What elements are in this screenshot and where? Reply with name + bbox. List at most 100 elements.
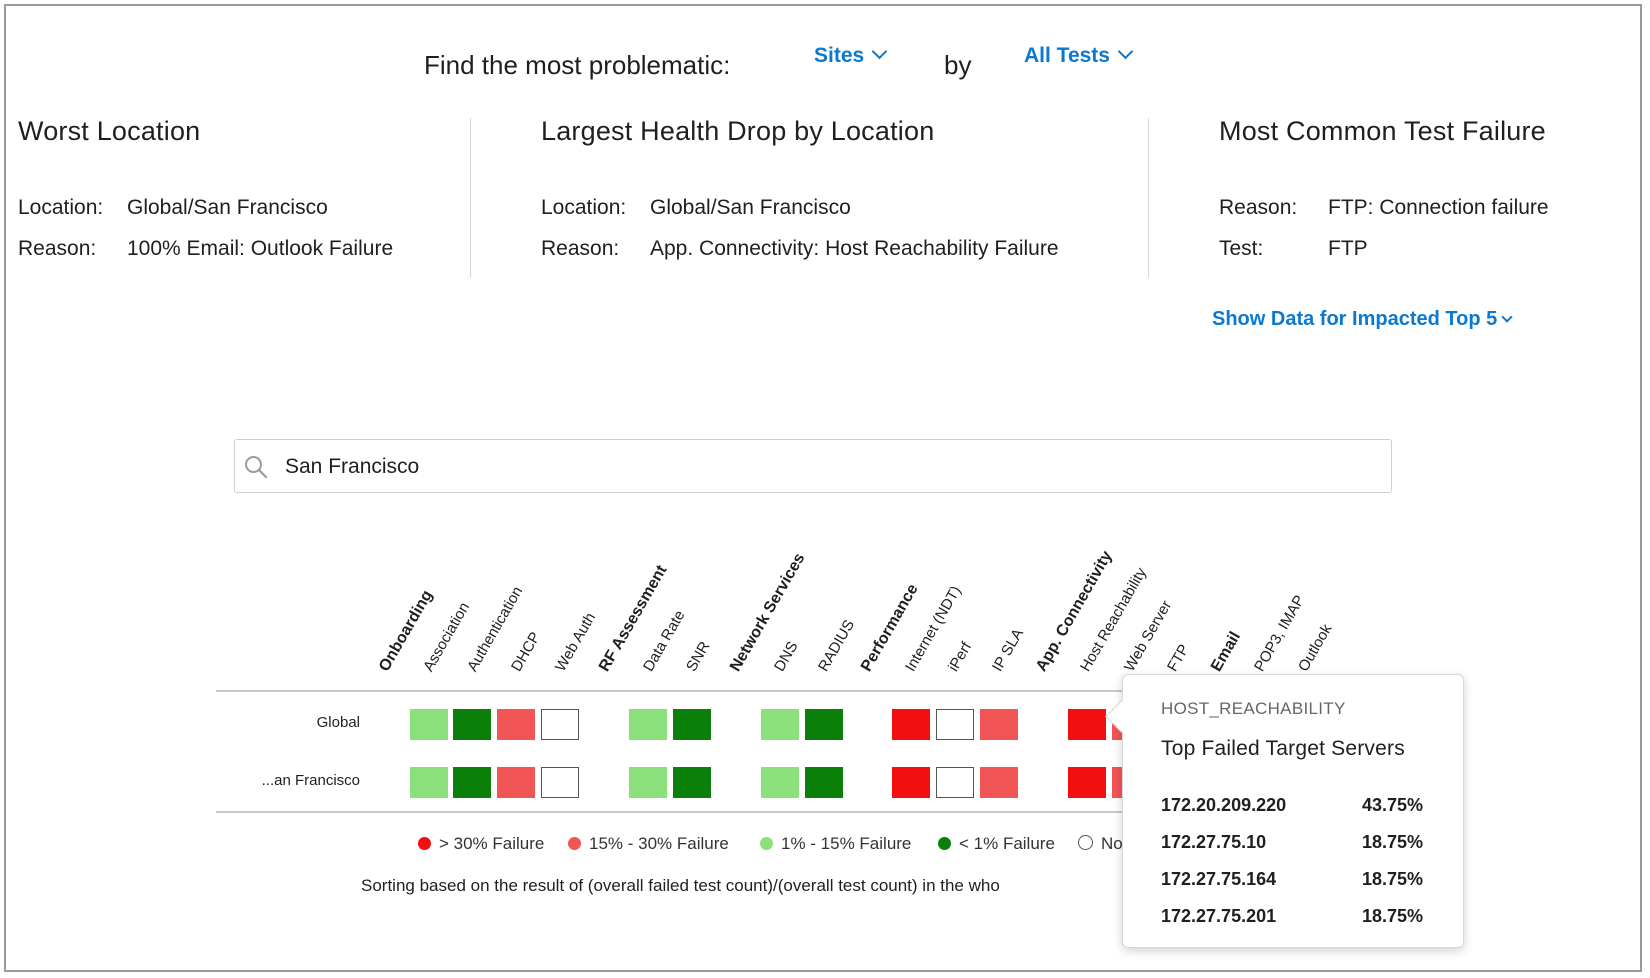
reason-key: Reason: (1219, 196, 1298, 219)
server-ip: 172.27.75.201 (1161, 906, 1277, 926)
chevron-down-icon (871, 43, 888, 60)
tests-dropdown-label: All Tests (1024, 44, 1110, 67)
server-failure-percent: 18.75% (1361, 869, 1423, 889)
legend-dot-icon (1078, 835, 1093, 850)
heatmap-cell[interactable] (805, 767, 843, 798)
heatmap-cell[interactable] (410, 709, 448, 740)
column-group-header: App. Connectivity (1033, 548, 1116, 675)
panel-title: Most Common Test Failure (1219, 116, 1546, 146)
column-group-header: Email (1208, 629, 1245, 675)
scope-dropdown[interactable]: Sites (814, 43, 888, 68)
divider (1148, 118, 1149, 278)
show-link-label: Show Data for Impacted Top 5 (1212, 308, 1498, 330)
server-failure-percent: 18.75% (1361, 832, 1423, 852)
heatmap-bottom-rule (216, 811, 1136, 813)
site-search (234, 439, 1392, 493)
legend-label: > 30% Failure (439, 834, 545, 853)
chevron-down-icon (1117, 43, 1134, 60)
legend-label: 1% - 15% Failure (781, 834, 912, 853)
legend-label: No (1101, 834, 1123, 853)
reason-value: FTP: Connection failure (1328, 196, 1549, 219)
panel-title: Worst Location (18, 116, 201, 146)
legend-item: No (1078, 834, 1123, 854)
column-header: Web Auth (552, 609, 600, 675)
search-icon (245, 456, 268, 479)
heatmap-cell[interactable] (892, 767, 930, 798)
heatmap-cell[interactable] (410, 767, 448, 798)
legend-item: < 1% Failure (938, 834, 1055, 854)
legend-dot-icon (760, 837, 773, 850)
location-value: Global/San Francisco (650, 196, 851, 219)
heatmap-cell[interactable] (453, 709, 491, 740)
legend-dot-icon (418, 837, 431, 850)
column-group-header: Network Services (727, 550, 809, 675)
legend-label: 15% - 30% Failure (589, 834, 729, 853)
show-impacted-top5-link[interactable]: Show Data for Impacted Top 5 (1212, 308, 1513, 331)
test-value: FTP (1328, 237, 1368, 260)
host-reachability-popover: HOST_REACHABILITY Top Failed Target Serv… (1105, 674, 1464, 948)
problem-finder: Find the most problematic: Sites by All … (6, 43, 1640, 84)
column-header: IP SLA (989, 625, 1027, 675)
heatmap-cell[interactable] (892, 709, 930, 740)
column-header: Outlook (1295, 621, 1336, 675)
column-header: RADIUS (815, 616, 859, 675)
divider (470, 118, 471, 278)
reason-value: 100% Email: Outlook Failure (127, 237, 394, 260)
scope-dropdown-label: Sites (814, 44, 865, 67)
heatmap-cell[interactable] (497, 767, 535, 798)
server-ip: 172.20.209.220 (1161, 795, 1287, 815)
heatmap-cell[interactable] (541, 767, 579, 798)
worst-location-panel: Worst Location Location: Global/San Franc… (18, 116, 393, 260)
common-failure-panel: Most Common Test Failure Reason: FTP: Con… (1219, 116, 1549, 260)
heatmap-cell[interactable] (805, 709, 843, 740)
location-key: Location: (18, 196, 104, 219)
column-header: iPerf (945, 639, 976, 675)
heatmap-cell[interactable] (673, 767, 711, 798)
heatmap-cell[interactable] (761, 767, 799, 798)
sorting-note: Sorting based on the result of (overall … (361, 876, 1000, 895)
finder-by: by (944, 50, 972, 80)
reason-value: App. Connectivity: Host Reachability Fai… (650, 237, 1059, 260)
panel-title: Largest Health Drop by Location (541, 116, 935, 146)
heatmap-cell[interactable] (936, 767, 974, 798)
app-frame: Find the most problematic: Sites by All … (4, 4, 1642, 972)
legend-dot-icon (568, 837, 581, 850)
heatmap-cell[interactable] (453, 767, 491, 798)
heatmap-cell[interactable] (673, 709, 711, 740)
heatmap-cell[interactable] (629, 709, 667, 740)
search-input[interactable] (283, 448, 1367, 486)
column-header: SNR (683, 638, 714, 675)
server-ip: 172.27.75.10 (1161, 832, 1267, 852)
location-value: Global/San Francisco (127, 196, 328, 219)
server-ip: 172.27.75.164 (1161, 869, 1277, 889)
legend-label: < 1% Failure (959, 834, 1055, 853)
column-header: FTP (1164, 641, 1193, 675)
legend-item: > 30% Failure (418, 834, 544, 854)
reason-key: Reason: (18, 237, 97, 260)
heatmap-cell[interactable] (980, 709, 1018, 740)
heatmap-top-rule (216, 690, 1136, 692)
popover-category: HOST_REACHABILITY (1161, 699, 1346, 718)
row-label: Global (316, 714, 360, 731)
column-header: DHCP (508, 629, 544, 675)
heatmap-cell[interactable] (1068, 767, 1106, 798)
server-failure-percent: 18.75% (1361, 906, 1423, 926)
row-label: ...an Francisco (261, 772, 360, 789)
popover-title: Top Failed Target Servers (1161, 737, 1405, 760)
heatmap-cell[interactable] (761, 709, 799, 740)
tests-dropdown[interactable]: All Tests (1024, 43, 1134, 68)
test-key: Test: (1219, 237, 1264, 260)
server-failure-percent: 43.75% (1361, 795, 1423, 815)
chevron-down-icon (1501, 311, 1513, 323)
legend-dot-icon (938, 837, 951, 850)
heatmap-cell[interactable] (497, 709, 535, 740)
heatmap-cell[interactable] (980, 767, 1018, 798)
heatmap-cell[interactable] (936, 709, 974, 740)
location-key: Location: (541, 196, 627, 219)
heatmap-cell[interactable] (1068, 709, 1106, 740)
legend-item: 1% - 15% Failure (760, 834, 911, 854)
heatmap-cell[interactable] (541, 709, 579, 740)
reason-key: Reason: (541, 237, 620, 260)
heatmap-cell[interactable] (629, 767, 667, 798)
finder-prefix: Find the most problematic: (424, 50, 731, 80)
